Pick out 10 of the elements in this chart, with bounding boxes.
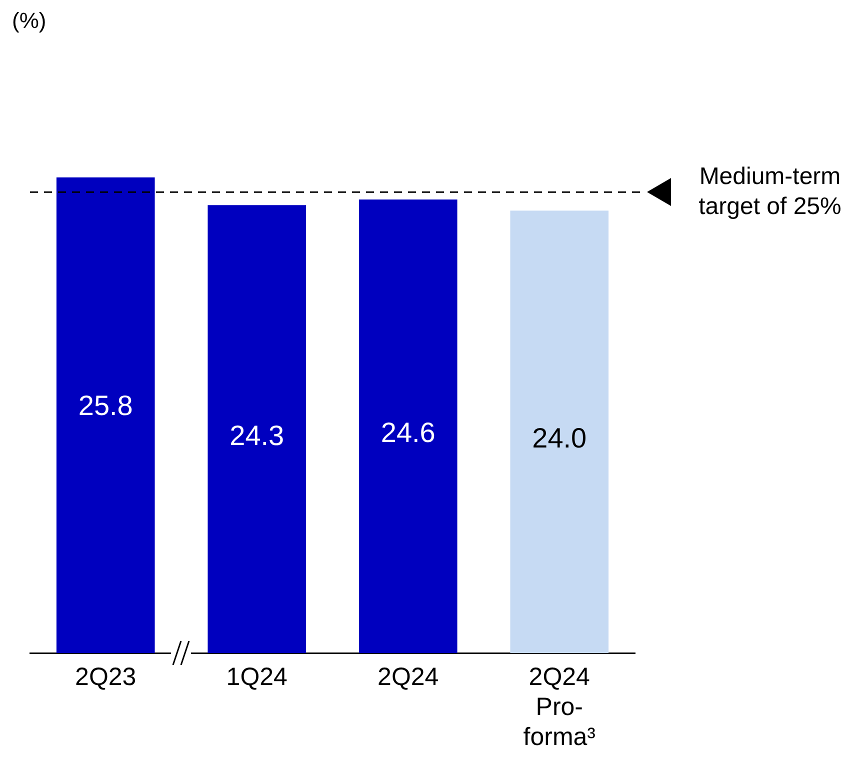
text: (%)	[12, 8, 46, 34]
data-label: 24.3	[230, 420, 284, 451]
x-tick-label: 2Q24	[378, 662, 439, 691]
x-tick-label: 2Q24 Pro- forma³	[523, 662, 596, 751]
x-tick-label: 2Q23	[75, 662, 136, 691]
x-tick-label: 1Q24	[226, 662, 288, 691]
data-label: 25.8	[78, 390, 133, 421]
ref-line-label: Medium-term target of 25%	[698, 162, 842, 222]
data-label: 24.0	[532, 422, 587, 454]
data-label: 24.6	[380, 416, 436, 448]
